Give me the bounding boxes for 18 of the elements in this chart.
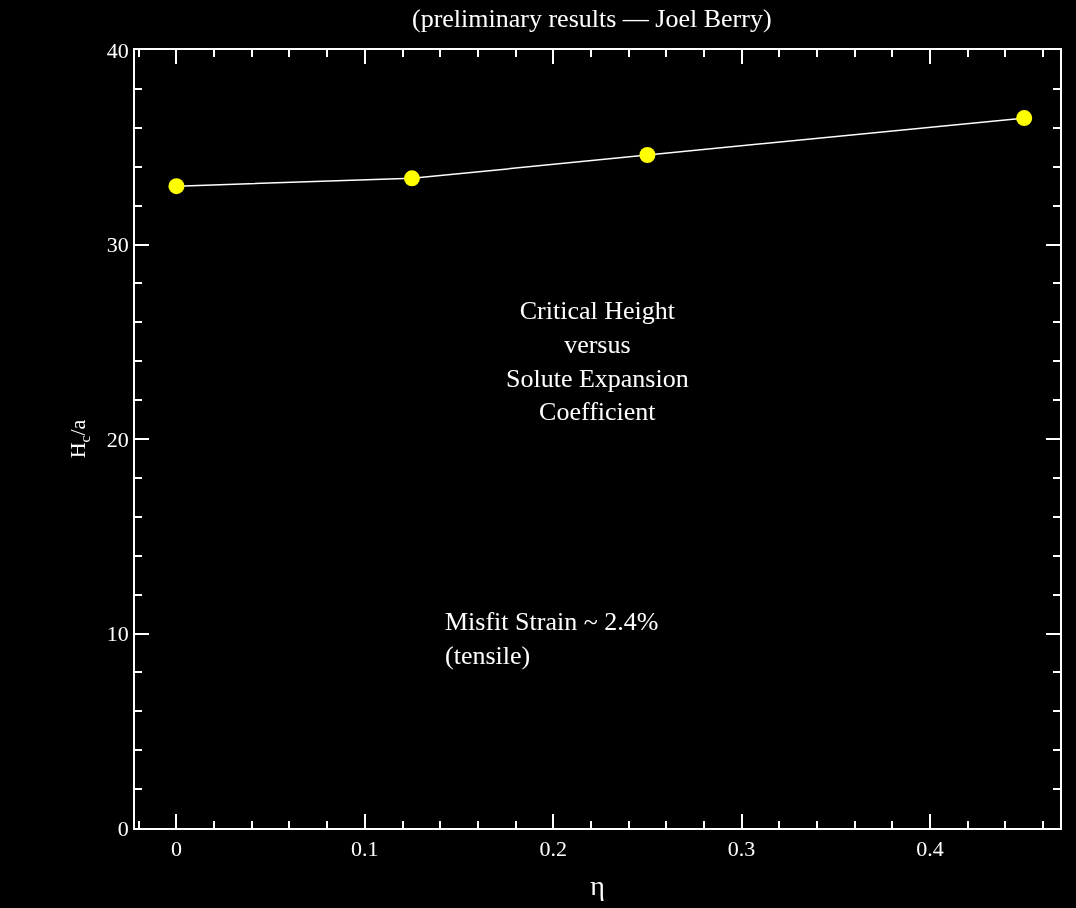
point <box>403 170 420 187</box>
x-tick-label: 0.1 <box>351 836 379 862</box>
y-tick-label: 40 <box>106 37 129 63</box>
x-tick-label: 0 <box>170 836 182 862</box>
point <box>168 178 185 195</box>
annotation: Misfit Strain ~ 2.4% (tensile) <box>445 607 659 670</box>
x-axis-title: η <box>590 869 605 901</box>
y-tick-label: 10 <box>106 621 129 647</box>
y-tick-label: 20 <box>106 426 129 452</box>
x-tick-label: 0.2 <box>539 836 567 862</box>
x-tick-label: 0.3 <box>727 836 756 862</box>
point <box>639 147 656 164</box>
y-tick-label: 30 <box>106 232 129 258</box>
annotation: Critical Height versus Solute Expansion Coefficient <box>506 296 689 427</box>
y-tick-label: 0 <box>117 815 129 841</box>
x-tick-label: 0.4 <box>916 836 944 862</box>
chart-title: (preliminary results — Joel Berry) <box>412 4 772 34</box>
point <box>1016 110 1033 127</box>
